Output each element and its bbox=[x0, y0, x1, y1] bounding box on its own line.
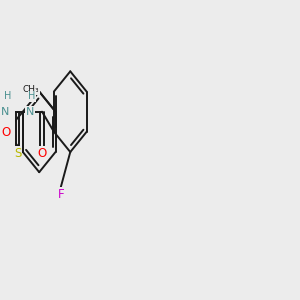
Text: N: N bbox=[26, 107, 34, 117]
Text: H: H bbox=[4, 92, 11, 101]
Text: O: O bbox=[38, 147, 46, 160]
Text: N: N bbox=[1, 107, 10, 117]
Text: F: F bbox=[58, 188, 64, 201]
Text: H: H bbox=[28, 92, 36, 101]
Text: O: O bbox=[2, 126, 11, 139]
Text: CH₃: CH₃ bbox=[22, 85, 39, 94]
Text: S: S bbox=[14, 147, 21, 160]
Text: N: N bbox=[2, 125, 11, 138]
